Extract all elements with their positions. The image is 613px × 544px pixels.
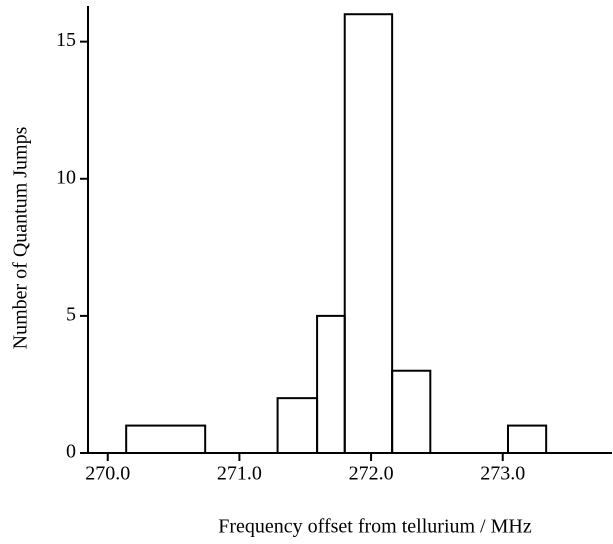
x-axis-label: Frequency offset from tellurium / MHz bbox=[218, 516, 532, 538]
y-tick-label: 15 bbox=[56, 29, 76, 51]
x-tick-label: 273.0 bbox=[480, 463, 525, 485]
y-tick-label: 0 bbox=[66, 441, 76, 463]
bar bbox=[276, 397, 319, 455]
bar bbox=[343, 13, 394, 455]
y-tick-label: 5 bbox=[66, 303, 76, 325]
x-tick-label: 272.0 bbox=[349, 463, 394, 485]
bar bbox=[506, 424, 548, 455]
bar bbox=[391, 369, 432, 455]
bar bbox=[316, 314, 346, 454]
x-tick-label: 271.0 bbox=[217, 463, 262, 485]
bar bbox=[125, 424, 207, 455]
x-tick-label: 270.0 bbox=[85, 463, 130, 485]
y-axis-label: Number of Quantum Jumps bbox=[10, 126, 32, 349]
y-tick-label: 10 bbox=[56, 166, 76, 188]
